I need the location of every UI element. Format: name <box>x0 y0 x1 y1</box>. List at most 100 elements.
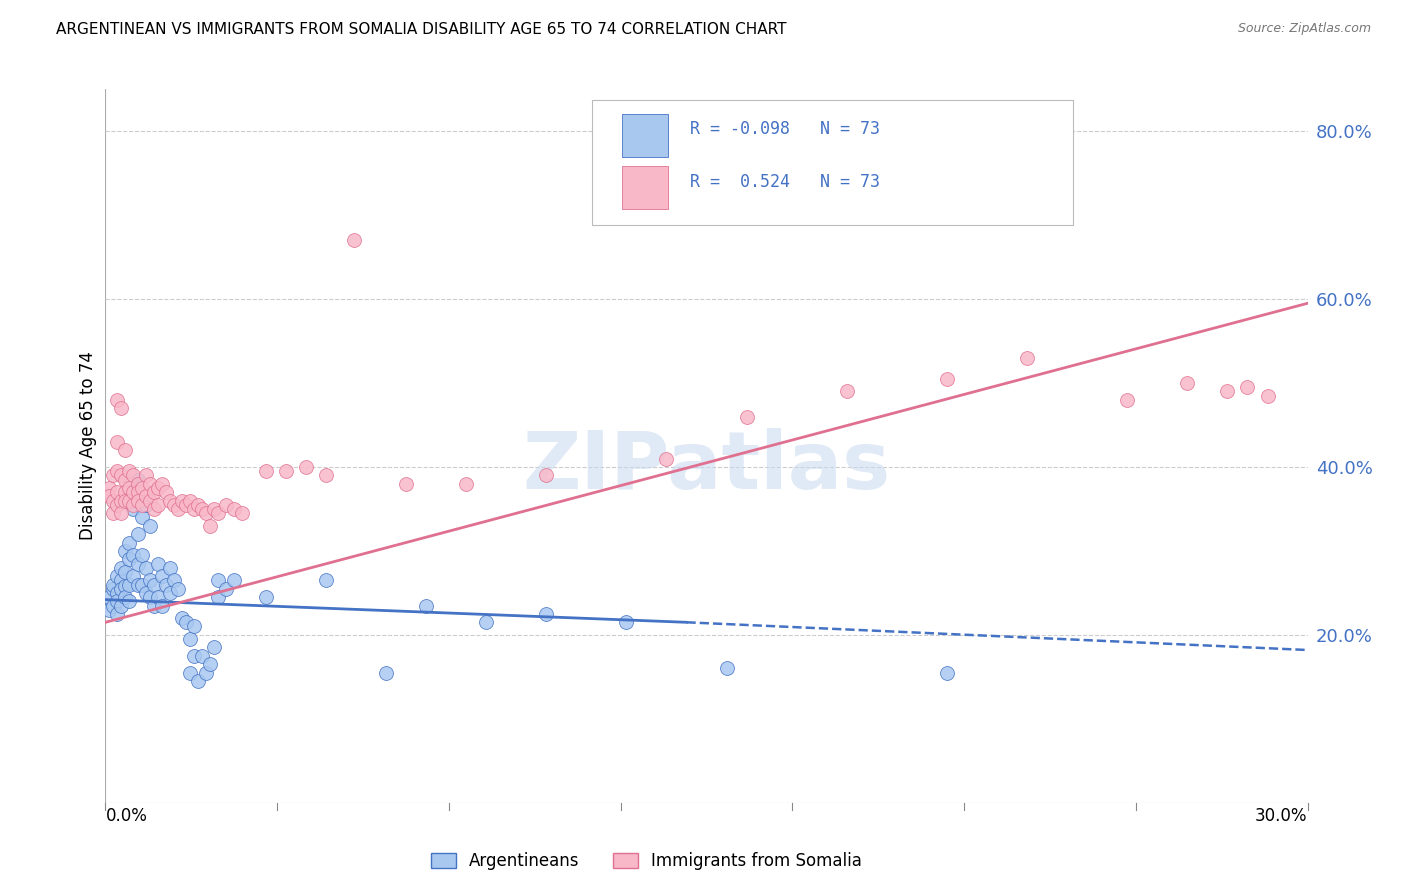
Point <box>179 632 201 646</box>
Point <box>187 498 209 512</box>
Point <box>194 665 217 680</box>
Point <box>114 579 136 593</box>
Point <box>110 401 132 416</box>
Point <box>107 586 129 600</box>
Point <box>103 599 125 613</box>
Point <box>98 603 121 617</box>
Point <box>110 599 132 613</box>
Point <box>146 498 169 512</box>
Point <box>107 485 129 500</box>
Point <box>190 648 212 663</box>
Point <box>146 481 169 495</box>
Point <box>138 590 160 604</box>
Point <box>198 518 221 533</box>
Point <box>179 665 201 680</box>
Point <box>103 493 125 508</box>
Point <box>138 574 160 588</box>
Point <box>122 498 145 512</box>
Point <box>146 590 169 604</box>
Point <box>534 468 557 483</box>
Point <box>716 661 738 675</box>
Point <box>295 460 318 475</box>
Point <box>118 594 141 608</box>
Point <box>222 502 245 516</box>
Point <box>98 590 121 604</box>
Point <box>170 493 193 508</box>
Point <box>142 485 165 500</box>
Point <box>315 574 337 588</box>
Point <box>142 577 165 591</box>
Point <box>107 569 129 583</box>
Point <box>343 233 366 247</box>
Point <box>534 607 557 621</box>
Point <box>166 582 188 596</box>
Text: R = -0.098   N = 73: R = -0.098 N = 73 <box>690 120 880 138</box>
Point <box>187 674 209 689</box>
Text: ARGENTINEAN VS IMMIGRANTS FROM SOMALIA DISABILITY AGE 65 TO 74 CORRELATION CHART: ARGENTINEAN VS IMMIGRANTS FROM SOMALIA D… <box>56 22 787 37</box>
Point <box>118 552 141 566</box>
Point <box>122 468 145 483</box>
Point <box>454 476 477 491</box>
Point <box>114 493 136 508</box>
Point <box>118 464 141 478</box>
Point <box>190 502 212 516</box>
Point <box>131 577 153 591</box>
Point <box>122 569 145 583</box>
Point <box>183 502 205 516</box>
Point <box>118 535 141 549</box>
Point <box>114 485 136 500</box>
Point <box>107 498 129 512</box>
Y-axis label: Disability Age 65 to 74: Disability Age 65 to 74 <box>79 351 97 541</box>
Point <box>155 577 177 591</box>
Point <box>616 615 638 630</box>
Point <box>118 493 141 508</box>
Point <box>118 481 141 495</box>
Point <box>194 506 217 520</box>
Point <box>162 574 184 588</box>
Text: Source: ZipAtlas.com: Source: ZipAtlas.com <box>1237 22 1371 36</box>
Point <box>254 590 277 604</box>
Point <box>475 615 498 630</box>
FancyBboxPatch shape <box>623 166 668 209</box>
Point <box>207 590 229 604</box>
Point <box>150 569 173 583</box>
Text: ZIPatlas: ZIPatlas <box>523 428 890 507</box>
Point <box>114 443 136 458</box>
Point <box>127 485 149 500</box>
Point <box>655 451 678 466</box>
Point <box>138 493 160 508</box>
Point <box>135 560 157 574</box>
Point <box>162 498 184 512</box>
Text: 30.0%: 30.0% <box>1256 807 1308 825</box>
Point <box>122 548 145 562</box>
Point <box>142 502 165 516</box>
Point <box>127 473 149 487</box>
Point <box>103 582 125 596</box>
Point <box>179 493 201 508</box>
Point <box>127 476 149 491</box>
Point <box>127 527 149 541</box>
Point <box>122 502 145 516</box>
Point <box>122 485 145 500</box>
Point <box>207 574 229 588</box>
Point <box>166 502 188 516</box>
Point <box>174 498 197 512</box>
Point <box>131 548 153 562</box>
Point <box>415 599 437 613</box>
Point <box>1177 376 1199 390</box>
Point <box>155 485 177 500</box>
Point <box>127 577 149 591</box>
Point <box>1236 380 1258 394</box>
Point <box>315 468 337 483</box>
Point <box>198 657 221 672</box>
Point <box>110 468 132 483</box>
Point <box>1216 384 1239 399</box>
Point <box>135 586 157 600</box>
Point <box>107 607 129 621</box>
Legend: Argentineans, Immigrants from Somalia: Argentineans, Immigrants from Somalia <box>425 846 869 877</box>
Point <box>170 611 193 625</box>
Point <box>138 476 160 491</box>
Point <box>114 565 136 579</box>
Point <box>214 582 236 596</box>
Point <box>110 582 132 596</box>
